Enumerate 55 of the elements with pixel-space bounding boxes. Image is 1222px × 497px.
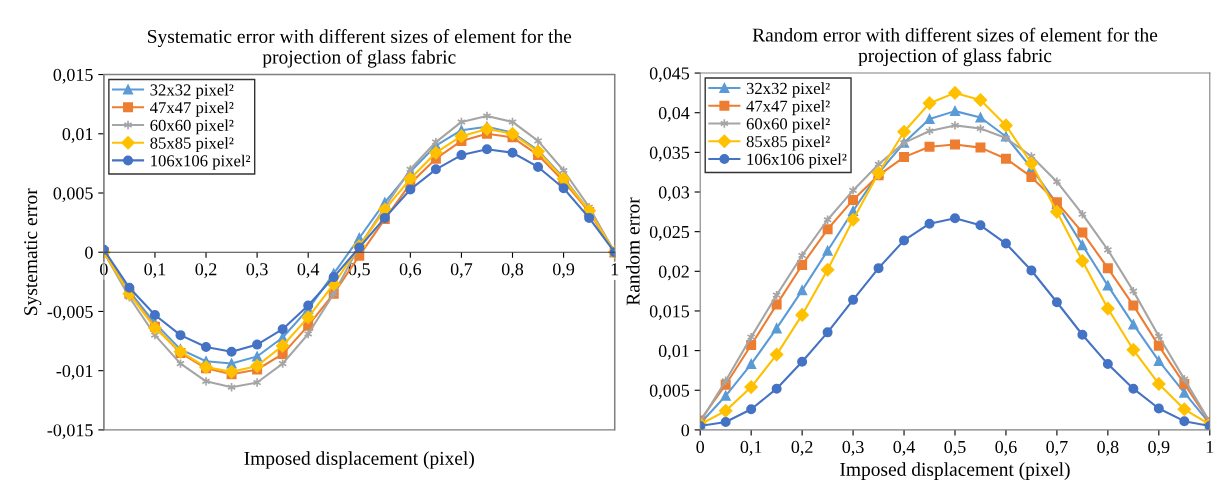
y-tick-label: 0,005: [53, 187, 93, 203]
x-tick-label: 1: [611, 263, 619, 276]
y-tick-label: 0,005: [649, 384, 690, 400]
y-tick-label: 0,045: [649, 67, 690, 83]
x-tick-label: 0,3: [842, 440, 864, 456]
x-tick-label: 0,9: [552, 263, 575, 278]
x-tick-label: 0,7: [450, 263, 473, 278]
x-axis-title: Imposed displacement (pixel): [244, 451, 474, 469]
legend-label: 60x60 pixel²: [746, 117, 830, 133]
x-tick-label: 0,5: [944, 440, 966, 456]
y-tick-label: 0,02: [658, 265, 689, 281]
x-tick-label: 0,8: [501, 263, 524, 278]
legend-label: 60x60 pixel²: [150, 119, 234, 135]
x-tick-label: 0,2: [791, 440, 813, 456]
legend-label: 85x85 pixel²: [746, 135, 830, 151]
y-tick-label: 0,01: [658, 344, 689, 360]
y-tick-label: 0: [681, 424, 690, 437]
y-tick-label: 0: [85, 246, 93, 259]
x-tick-label: 0,3: [246, 263, 268, 278]
y-tick-label: 0,015: [649, 305, 690, 320]
chart-title: Random error with different sizes of element for the projection of glass fabric: [752, 27, 1158, 67]
y-tick-label: -0,015: [47, 424, 93, 439]
y-tick-label: 0,035: [649, 146, 690, 162]
x-tick-label: 0,1: [740, 440, 762, 456]
x-tick-label: 0,8: [1097, 440, 1119, 456]
x-tick-label: 0,6: [399, 263, 422, 278]
y-tick-label: 0,025: [649, 225, 690, 241]
x-tick-label: 0: [696, 440, 705, 454]
y-tick-label: 0,03: [658, 186, 690, 202]
y-axis-title: Systematic error: [24, 188, 42, 315]
x-tick-label: 0,6: [995, 440, 1017, 456]
x-tick-label: 0,9: [1148, 440, 1170, 456]
legend-label: 106x106 pixel²: [747, 153, 847, 169]
y-tick-label: -0,01: [56, 364, 93, 380]
x-tick-label: 0,4: [893, 440, 916, 456]
x-tick-label: 0,2: [195, 263, 217, 278]
x-tick-label: 1: [1206, 440, 1214, 453]
x-tick-label: 0,1: [144, 263, 166, 278]
x-tick-label: 0,7: [1046, 440, 1068, 456]
legend-label: 85x85 pixel²: [150, 136, 234, 153]
x-tick-label: 0: [100, 263, 108, 276]
y-tick-label: 0,01: [62, 128, 93, 143]
y-tick-label: 0,015: [53, 68, 93, 84]
y-axis-title: Random error: [625, 197, 640, 306]
y-tick-label: -0,005: [47, 305, 93, 321]
legend-label: 32x32 pixel²: [746, 82, 830, 98]
chart-title: Systematic error with different sizes of element for the projection of glass fabric: [148, 29, 572, 68]
legend-label: 47x47 pixel²: [150, 101, 234, 117]
y-tick-label: 0,04: [658, 106, 690, 122]
legend-label: 106x106 pixel²: [151, 154, 251, 170]
x-tick-label: 0,4: [297, 263, 320, 278]
legend-label: 47x47 pixel²: [746, 100, 830, 116]
x-tick-label: 0,5: [348, 263, 370, 278]
legend-label: 32x32 pixel²: [150, 83, 234, 99]
x-axis-title: Imposed displacement (pixel): [840, 462, 1070, 480]
